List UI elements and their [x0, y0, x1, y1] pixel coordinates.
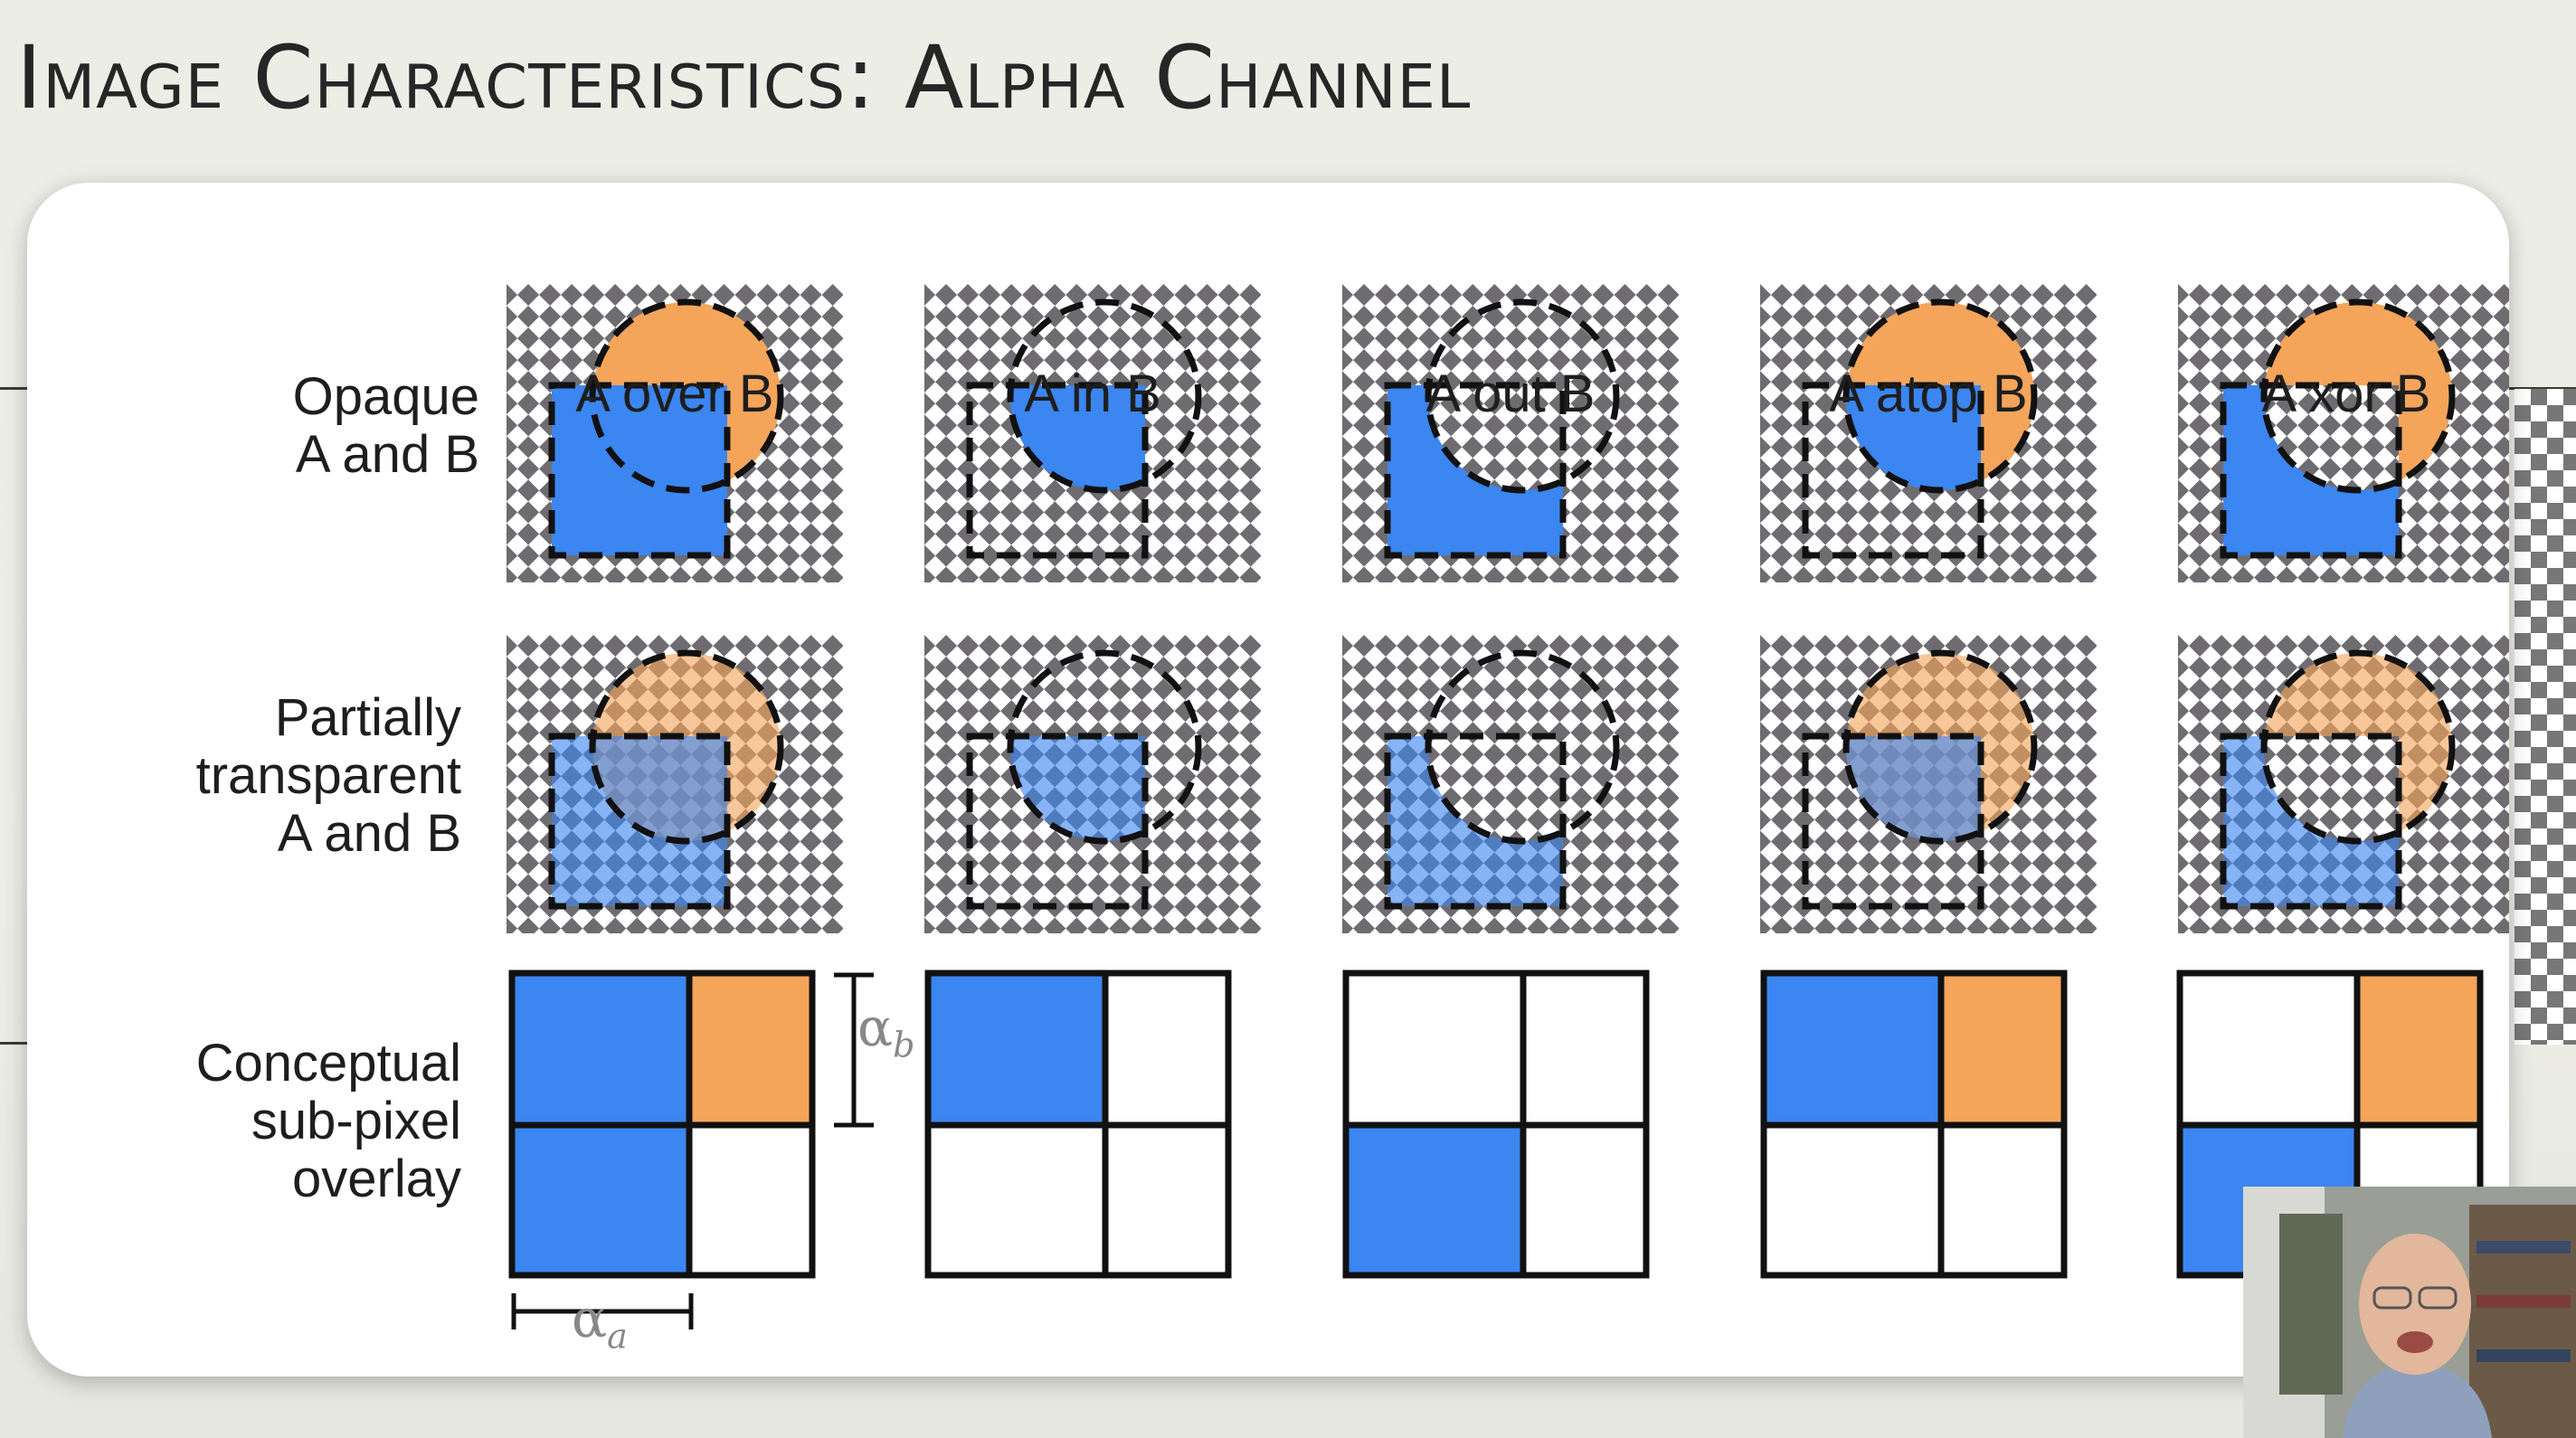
shape-b-outline [1007, 298, 1202, 494]
shape-a-region [2223, 385, 2399, 555]
quad-top-right [2357, 973, 2480, 1125]
column-header-out: A out B [1425, 364, 1596, 423]
subpixel-grid-over [508, 970, 816, 1279]
quad-top-left [1346, 973, 1523, 1125]
quad-bottom-right [1105, 1125, 1228, 1275]
quad-bottom-left [928, 1125, 1105, 1275]
shape-a-outline [548, 733, 731, 910]
row-label-opaque: Opaque A and B [292, 367, 479, 484]
quad-bottom-left [1764, 1125, 1941, 1275]
compositing-diagram [507, 284, 2509, 1329]
quad-top-left [2180, 973, 2357, 1125]
cell-xor-row1 [2178, 284, 2509, 582]
quad-bottom-right [689, 1125, 812, 1275]
subpixel-grid-atop [1760, 970, 2068, 1279]
shape-a-outline [1802, 382, 1984, 559]
background-checker-strip [2514, 389, 2576, 1045]
column-header-in: A in B [1024, 364, 1161, 423]
quad-top-left [928, 973, 1105, 1125]
cell-out-row1 [1342, 284, 1679, 582]
presenter-video-icon [2243, 1187, 2576, 1438]
diagram-panel: A over B A in B A out B A atop B A xor B… [27, 183, 2509, 1377]
slide-rule-right-top [2509, 387, 2576, 390]
alpha-a-bracket [511, 1293, 694, 1329]
alpha-a-label: αa [572, 1288, 628, 1357]
alpha-b-label: αb [857, 997, 915, 1065]
shape-b-outline [1425, 298, 1620, 494]
quad-top-right [1941, 973, 2064, 1125]
row-label-conceptual: Conceptual sub-pixel overlay [195, 1034, 461, 1208]
shape-a-outline [548, 382, 731, 559]
quad-bottom-right [1523, 1125, 1646, 1275]
column-header-xor: A xor B [2261, 364, 2431, 423]
shape-b-outline [1842, 298, 2038, 494]
shape-a-outline [1384, 382, 1567, 559]
cell-in-row1 [924, 284, 1261, 582]
shape-b-outline [1007, 649, 1202, 845]
quad-top-right [689, 973, 812, 1125]
quad-top-left [1764, 973, 1941, 1125]
shape-a-outline [2220, 382, 2402, 559]
cell-out-row2 [1342, 635, 1679, 933]
quad-top-left [512, 973, 689, 1125]
shape-a-outline [966, 382, 1149, 559]
cell-atop-row1 [1760, 284, 2097, 582]
slide-rule-left-top [0, 387, 27, 390]
slide-title: Image Characteristics: Alpha Channel [16, 27, 1472, 128]
cell-over-row2 [507, 635, 843, 933]
cell-over-row1 [507, 284, 843, 582]
shape-a-region [552, 736, 727, 906]
shape-b-outline [589, 649, 784, 845]
row-label-partial: Partially transparent A and B [195, 688, 461, 863]
slide-rule-left-bottom [0, 1042, 27, 1045]
shape-b-outline [1842, 649, 2038, 845]
cell-atop-row2 [1760, 635, 2097, 933]
quad-bottom-left [512, 1125, 689, 1275]
presenter-webcam [2243, 1187, 2576, 1438]
shape-a-region [1387, 385, 1563, 555]
subpixel-grid-in [924, 970, 1232, 1279]
column-header-atop: A atop B [1829, 364, 2028, 423]
quad-bottom-left [1346, 1125, 1523, 1275]
quad-top-right [1105, 973, 1228, 1125]
shape-a-region [552, 385, 727, 555]
shape-b-outline [589, 298, 784, 494]
cell-xor-row2 [2178, 635, 2509, 933]
alpha-b-bracket [834, 972, 874, 1128]
shape-a-region [2223, 736, 2399, 906]
shape-a-outline [966, 733, 1149, 910]
shape-a-outline [1802, 733, 1984, 910]
shape-a-region [1387, 736, 1563, 906]
quad-top-right [1523, 973, 1646, 1125]
cell-in-row2 [924, 635, 1261, 933]
subpixel-grid-out [1342, 970, 1650, 1279]
shape-a-outline [1384, 733, 1567, 910]
column-header-over: A over B [575, 364, 774, 423]
shape-a-outline [2220, 733, 2402, 910]
shape-b-outline [2260, 649, 2456, 845]
shape-b-outline [2260, 298, 2456, 494]
quad-bottom-right [1941, 1125, 2064, 1275]
shape-b-outline [1425, 649, 1620, 845]
